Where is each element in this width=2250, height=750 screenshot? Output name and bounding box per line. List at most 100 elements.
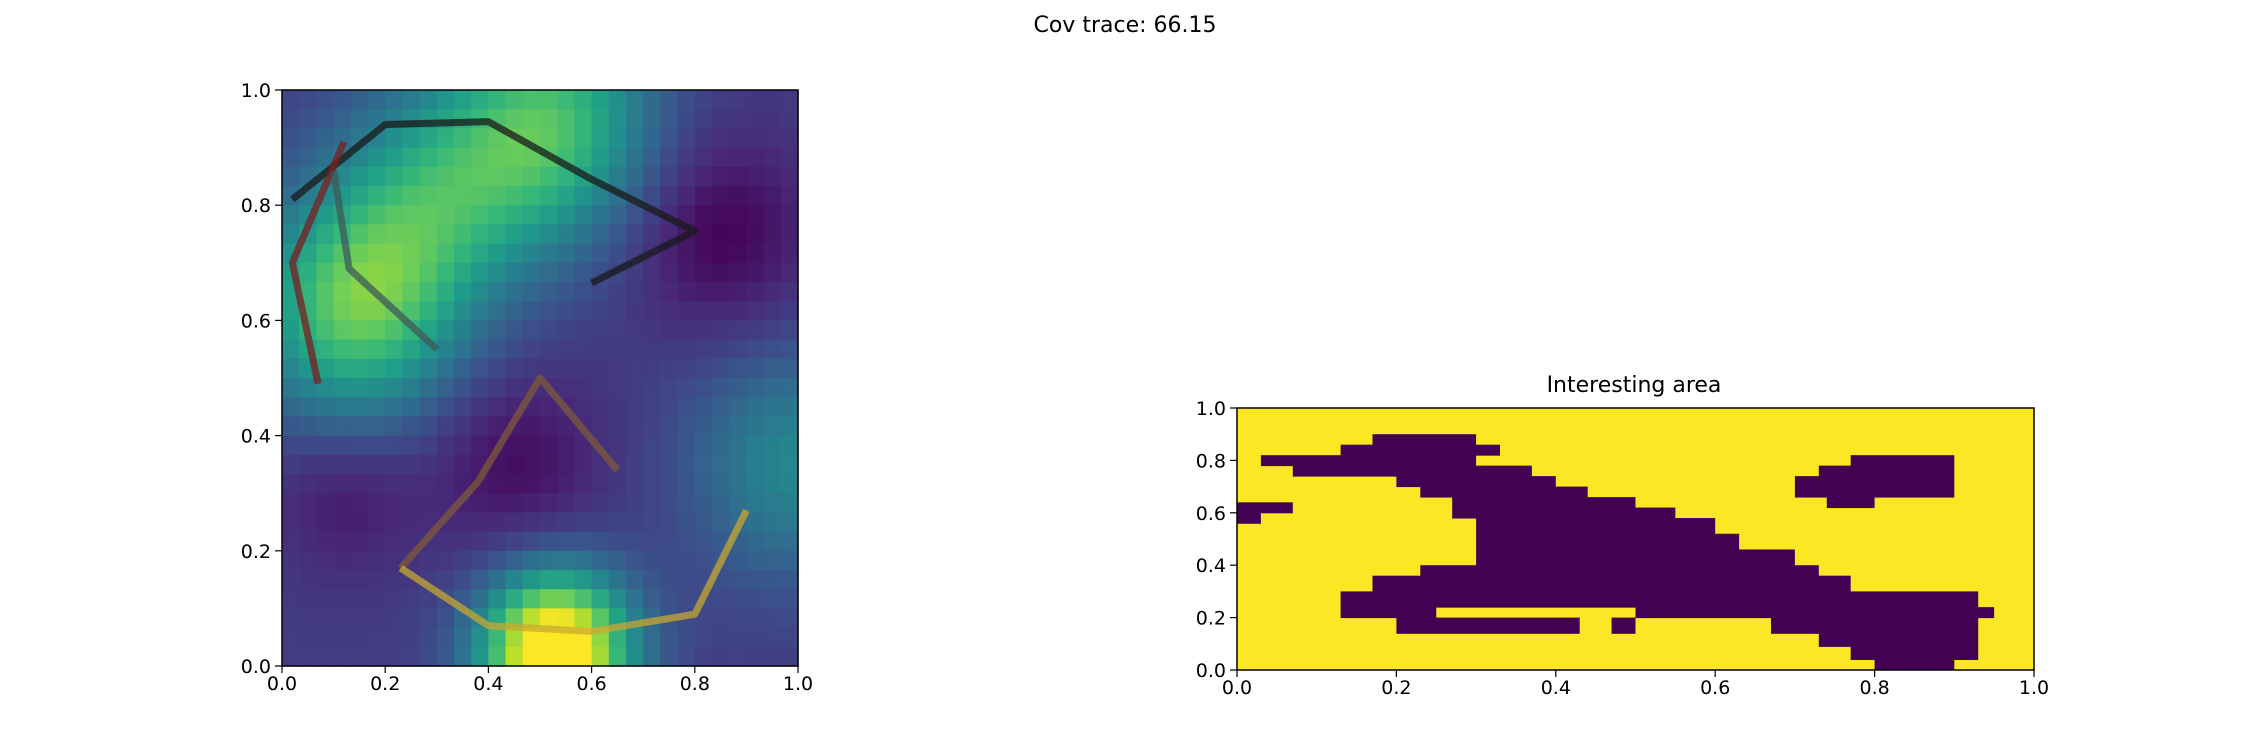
field-cell [677,550,696,571]
field-cell [574,378,593,398]
field-cell [712,320,730,341]
field-cell [643,627,661,648]
field-cell [712,90,730,110]
field-cell [557,243,575,264]
field-cell [368,627,386,648]
field-cell [677,147,696,168]
field-cell [574,589,593,609]
field-cell [333,358,352,379]
field-cell [780,320,799,341]
field-cell [299,262,317,283]
field-cell [746,262,765,283]
field-cell [385,147,403,168]
field-cell [402,512,421,533]
field-cell [436,397,455,417]
field-cell [729,282,747,302]
field-cell [488,378,507,398]
field-cell [677,531,696,552]
field-cell [436,378,455,398]
field-cell [780,493,799,513]
field-cell [299,570,317,590]
field-cell [454,416,472,437]
field-cell [540,205,558,225]
field-cell [488,627,507,648]
field-cell [712,147,730,168]
field-cell [540,224,558,245]
field-cell [591,608,610,629]
field-cell [316,262,335,283]
field-cell [282,454,300,475]
field-cell [780,186,799,206]
field-cell [591,147,610,168]
field-cell [712,339,730,360]
field-cell [368,320,386,341]
field-cell [282,646,300,667]
field-cell [780,531,799,552]
field-cell [402,378,421,398]
uninteresting-region-cell [1237,502,1293,514]
field-cell [608,378,627,398]
field-cell [522,416,541,437]
field-cell [626,378,644,398]
field-cell [522,608,541,629]
field-cell [574,474,593,494]
field-cell [385,186,403,206]
interesting-area-y-tick-label: 0.2 [1196,608,1226,630]
field-cell [557,435,575,456]
field-cell [402,474,421,494]
field-cell [780,474,799,494]
field-cell [402,205,421,225]
field-cell [643,646,661,667]
field-cell [505,262,524,283]
field-cell [299,493,317,513]
field-cell [350,570,369,590]
field-cell [368,205,386,225]
field-cell [316,358,335,379]
field-cell [574,570,593,590]
field-cell [419,589,438,609]
field-cell [333,570,352,590]
field-cell [643,109,661,129]
field-cell [488,147,507,168]
field-cell [677,570,696,590]
field-cell [694,435,713,456]
field-cell [368,339,386,360]
field-cell [608,358,627,379]
field-cell [385,454,403,475]
uninteresting-region-cell [1340,591,1979,608]
field-cell [729,166,747,187]
field-cell [608,166,627,187]
field-cell [591,186,610,206]
field-cell [694,243,713,264]
field-cell [282,550,300,571]
field-cell [522,186,541,206]
field-cell [471,90,489,110]
field-cell [746,570,765,590]
field-cell [660,282,679,302]
field-cell [540,454,558,475]
field-cell [316,128,335,149]
field-cell [471,416,489,437]
field-cell [557,301,575,321]
uninteresting-region-cell [1874,659,1955,671]
field-cell [694,224,713,245]
field-cell [471,589,489,609]
field-cell [385,339,403,360]
field-cell [505,109,524,129]
field-cell [471,397,489,417]
field-cell [316,512,335,533]
field-cell [402,397,421,417]
field-cell [436,147,455,168]
field-cell [419,608,438,629]
field-cell [454,454,472,475]
field-cell [712,301,730,321]
field-cell [368,416,386,437]
field-cell [419,282,438,302]
field-cell [712,224,730,245]
field-cell [471,646,489,667]
field-cell [522,570,541,590]
field-cell [540,416,558,437]
field-cell [402,243,421,264]
field-cell [402,147,421,168]
field-cell [557,493,575,513]
